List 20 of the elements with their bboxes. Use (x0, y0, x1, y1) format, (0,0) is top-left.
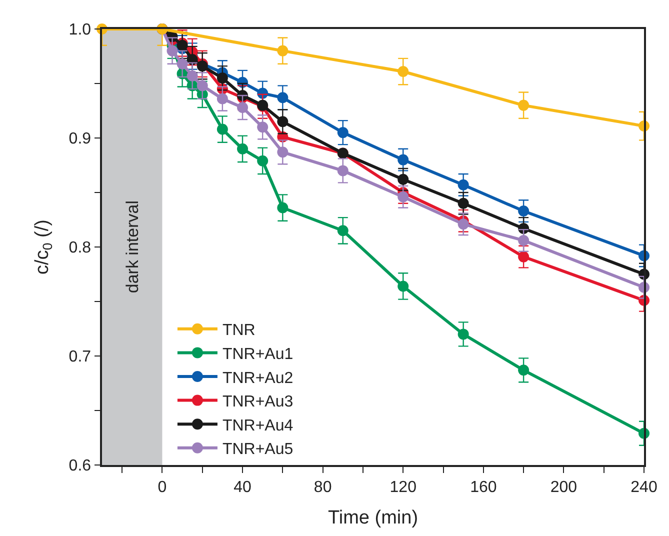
x-tick-label: 200 (550, 478, 578, 496)
y-tick-label: 0.6 (68, 458, 92, 475)
x-tick-label: 0 (158, 478, 167, 496)
x-tick-label: 160 (470, 478, 497, 496)
y-tick-label: 0.7 (68, 348, 92, 366)
legend-label: TNR+Au5 (222, 441, 294, 458)
legend-label: TNR+Au2 (222, 370, 294, 387)
x-tick-label: 240 (630, 478, 658, 496)
x-axis-title: Time (min) (328, 507, 418, 528)
band-label: dark interval (123, 200, 142, 294)
y-tick-label: 0.8 (68, 240, 92, 257)
y-tick-label: 0.9 (68, 130, 92, 148)
x-tick-label: 120 (390, 478, 417, 496)
x-tick-label: 80 (314, 478, 332, 496)
x-tick-label: 40 (234, 478, 252, 496)
y-tick-label: 1.0 (68, 22, 92, 39)
legend-label: TNR+Au3 (222, 394, 294, 411)
legend-label: TNR+Au4 (222, 417, 294, 434)
legend-label: TNR+Au1 (222, 346, 294, 363)
legend-label: TNR (222, 322, 256, 340)
